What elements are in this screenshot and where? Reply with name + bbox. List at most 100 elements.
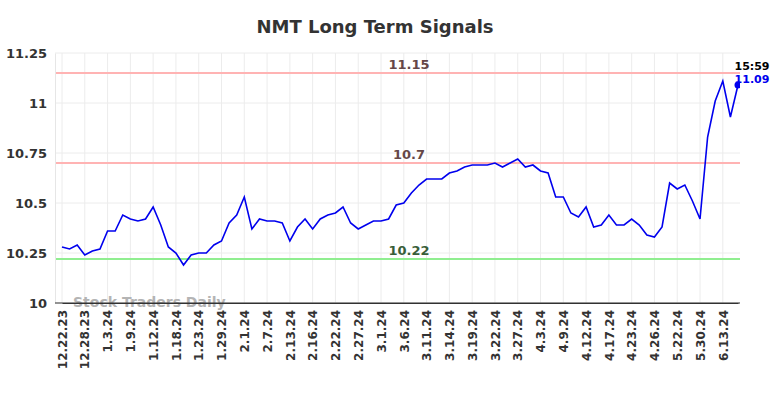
tick-label: 4.12.24: [580, 310, 594, 361]
tick: 1.12.24: [147, 303, 161, 361]
reference-label: 11.15: [388, 57, 429, 72]
tick: 3.11.24: [420, 303, 434, 361]
tick-label: 4.9.24: [557, 310, 571, 353]
grid-line: [84, 53, 85, 303]
tick-label: 3.14.24: [443, 310, 457, 361]
grid-line: [107, 53, 108, 303]
grid-line: [221, 53, 222, 303]
tick: 3.22.24: [489, 303, 503, 361]
grid-line: [198, 53, 199, 303]
tick: 5.22.24: [671, 303, 685, 361]
grid-line: [175, 53, 176, 303]
tick-label: 4.26.24: [648, 310, 662, 361]
y-axis: 10 10.25 10.5 10.75 11 11.25: [6, 46, 56, 311]
tick: 11: [29, 96, 55, 111]
tick: 10.75: [6, 146, 55, 161]
watermark: Stock Traders Daily: [73, 294, 226, 310]
tick-label: 2.16.24: [306, 310, 320, 361]
title: NMT Long Term Signals: [256, 16, 493, 37]
tick-label: 10.25: [6, 246, 47, 261]
grid-line: [563, 53, 564, 303]
tick: 2.27.24: [352, 303, 366, 361]
tick: 4.12.24: [580, 303, 594, 361]
tick-label: 12.28.23: [78, 310, 92, 369]
tick-label: 11.25: [6, 46, 47, 61]
tick-label: 10.5: [15, 196, 47, 211]
tick-label: 1.23.24: [192, 310, 206, 361]
grid-line: [55, 103, 740, 104]
grid-line: [403, 53, 404, 303]
tick-label: 10.75: [6, 146, 47, 161]
tick-label: 3.6.24: [397, 310, 411, 353]
grid-line: [244, 53, 245, 303]
grid-line: [153, 53, 154, 303]
tick-label: 1.3.24: [101, 310, 115, 353]
tick-label: 5.22.24: [671, 310, 685, 361]
tick-label: 1.29.24: [215, 310, 229, 361]
tick: 4.23.24: [625, 303, 639, 361]
axis-line: [55, 54, 56, 304]
grid-line: [700, 53, 701, 303]
tick-label: 4.23.24: [625, 310, 639, 361]
grid-line: [631, 53, 632, 303]
tick-label: 10: [29, 296, 47, 311]
tick: 10.5: [15, 196, 55, 211]
grid-line: [586, 53, 587, 303]
tick: 12.22.23: [56, 303, 70, 369]
grid-line: [312, 53, 313, 303]
grid-line: [289, 53, 290, 303]
grid-line: [654, 53, 655, 303]
grid-line: [722, 53, 723, 303]
grid-line: [608, 53, 609, 303]
tick: 1.18.24: [170, 303, 184, 361]
tick: 2.1.24: [238, 303, 252, 353]
tick-label: 1.9.24: [124, 310, 138, 353]
grid-line: [335, 53, 336, 303]
grid-line: [540, 53, 541, 303]
grid-line: [677, 53, 678, 303]
grid-line: [494, 53, 495, 303]
reference-line: [55, 72, 740, 74]
tick: 3.27.24: [511, 303, 525, 361]
tick-label: 2.7.24: [261, 310, 275, 353]
annotation: 15:59: [734, 60, 769, 73]
tick-label: 5.30.24: [694, 310, 708, 361]
tick-label: 11: [29, 96, 47, 111]
tick-label: 2.22.24: [329, 310, 343, 361]
tick: 3.14.24: [443, 303, 457, 361]
grid-line: [358, 53, 359, 303]
grid-line: [426, 53, 427, 303]
tick: 12.28.23: [78, 303, 92, 369]
grid-line: [472, 53, 473, 303]
reference-line: [55, 258, 740, 260]
x-axis: 12.22.23 12.28.23 1.3.24 1.9.24 1.12.24 1.18.…: [56, 303, 739, 369]
grid-line: [267, 53, 268, 303]
tick: 1.9.24: [124, 303, 138, 353]
grid-line: [381, 53, 382, 303]
tick-label: 2.27.24: [352, 310, 366, 361]
reference-label: 10.22: [388, 243, 429, 258]
tick: 3.6.24: [397, 303, 411, 353]
tick: 1.3.24: [101, 303, 115, 353]
grid-line: [55, 203, 740, 204]
tick-label: 12.22.23: [56, 310, 70, 369]
reference-line: [55, 162, 740, 164]
grid: [55, 53, 740, 303]
tick-label: 1.12.24: [147, 310, 161, 361]
data-label: 11.09: [735, 73, 770, 86]
tick-label: 6.13.24: [717, 310, 731, 361]
tick-label: 2.13.24: [284, 310, 298, 361]
tick: 4.9.24: [557, 303, 571, 353]
line: [62, 81, 738, 265]
tick-label: 3.19.24: [466, 310, 480, 361]
tick-label: 1.18.24: [170, 310, 184, 361]
tick-label: 3.11.24: [420, 310, 434, 361]
tick: 10.25: [6, 246, 55, 261]
reference-lines: 11.1510.710.22: [55, 57, 740, 259]
tick: 6.13.24: [717, 303, 731, 361]
tick-label: 3.27.24: [511, 310, 525, 361]
chart: NMT Long Term Signals Stock Traders Daily…: [0, 0, 784, 398]
tick: 10: [29, 296, 55, 311]
tick: 11.25: [6, 46, 55, 61]
tick: 2.22.24: [329, 303, 343, 361]
